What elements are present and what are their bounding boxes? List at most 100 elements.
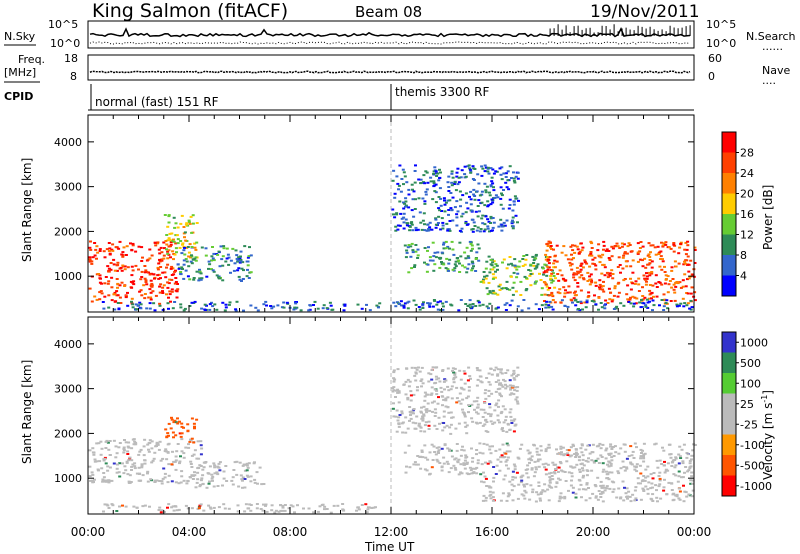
time-tick-label: 16:00 — [475, 525, 510, 539]
data-cell — [172, 216, 176, 219]
data-cell — [223, 309, 227, 312]
data-cell — [407, 244, 411, 246]
data-cell — [474, 210, 478, 213]
data-cell — [549, 471, 553, 474]
data-cell — [524, 258, 528, 261]
y-tick-label: 4000 — [54, 136, 82, 149]
data-cell — [451, 367, 455, 370]
data-cell — [618, 247, 622, 249]
data-cell — [171, 267, 175, 270]
data-cell — [392, 380, 396, 383]
data-cell — [428, 472, 432, 475]
data-cell — [108, 247, 112, 250]
data-cell — [597, 254, 601, 257]
data-cell — [241, 476, 245, 479]
data-cell — [502, 421, 506, 424]
data-cell — [147, 296, 151, 299]
data-cell — [239, 255, 242, 258]
data-cell — [602, 263, 606, 266]
data-cell — [216, 466, 220, 469]
data-cell — [394, 396, 397, 398]
data-cell — [191, 222, 195, 225]
data-cell — [552, 248, 555, 251]
data-cell — [131, 306, 135, 309]
data-cell — [395, 389, 399, 392]
data-cell — [580, 462, 584, 465]
data-cell — [490, 198, 494, 201]
data-cell — [199, 272, 203, 275]
data-cell — [609, 464, 613, 467]
data-cell — [619, 467, 623, 470]
data-cell — [489, 185, 493, 188]
data-cell — [164, 428, 168, 431]
data-cell — [120, 281, 124, 284]
data-cell — [548, 472, 551, 475]
data-cell — [547, 240, 551, 243]
data-cell — [365, 303, 368, 306]
data-cell — [91, 479, 95, 482]
data-cell — [691, 449, 695, 452]
data-cell — [443, 426, 447, 429]
data-cell — [438, 168, 441, 171]
data-cell — [661, 258, 664, 261]
data-cell — [126, 450, 130, 453]
data-cell — [625, 293, 629, 296]
data-cell — [484, 389, 488, 392]
data-cell — [88, 449, 92, 452]
data-cell — [644, 266, 648, 269]
data-cell — [666, 462, 670, 465]
data-cell — [488, 383, 492, 386]
data-cell — [628, 244, 632, 246]
data-cell — [693, 249, 697, 251]
data-cell — [420, 378, 424, 381]
data-cell — [647, 271, 651, 274]
data-cell — [588, 275, 592, 278]
data-cell — [484, 166, 488, 169]
data-cell — [558, 292, 562, 295]
data-cell — [210, 259, 213, 262]
data-cell — [396, 391, 400, 394]
data-cell — [492, 466, 496, 468]
data-cell — [453, 373, 457, 376]
data-cell — [186, 275, 190, 278]
data-cell — [465, 432, 469, 435]
data-cell — [513, 386, 517, 389]
data-cell — [190, 454, 194, 457]
data-cell — [508, 288, 512, 291]
data-cell — [517, 483, 521, 486]
data-cell — [118, 284, 122, 287]
data-cell — [487, 395, 491, 398]
data-cell — [103, 282, 107, 285]
data-cell — [605, 248, 609, 251]
data-cell — [670, 489, 674, 491]
nsearch-dotted — [89, 41, 691, 45]
data-cell — [417, 422, 421, 425]
data-cell — [515, 400, 519, 403]
data-cell — [685, 259, 689, 262]
data-cell — [227, 507, 231, 510]
data-cell — [90, 262, 94, 265]
data-cell — [474, 258, 478, 260]
data-cell — [150, 440, 154, 443]
data-cell — [447, 190, 451, 192]
data-cell — [579, 447, 583, 450]
data-cell — [123, 285, 127, 287]
data-cell — [404, 205, 407, 208]
data-cell — [504, 176, 508, 178]
data-cell — [183, 231, 187, 234]
data-cell — [159, 246, 163, 249]
data-cell — [463, 251, 467, 254]
data-cell — [677, 304, 681, 307]
data-cell — [619, 496, 623, 499]
data-cell — [154, 244, 158, 247]
data-cell — [421, 307, 425, 309]
data-cell — [681, 462, 685, 465]
data-cell — [536, 263, 540, 266]
data-cell — [183, 253, 187, 256]
data-cell — [106, 479, 110, 482]
data-cell — [427, 228, 431, 230]
data-cell — [190, 255, 194, 258]
data-cell — [431, 259, 435, 262]
data-cell — [478, 442, 482, 445]
data-cell — [627, 242, 631, 245]
